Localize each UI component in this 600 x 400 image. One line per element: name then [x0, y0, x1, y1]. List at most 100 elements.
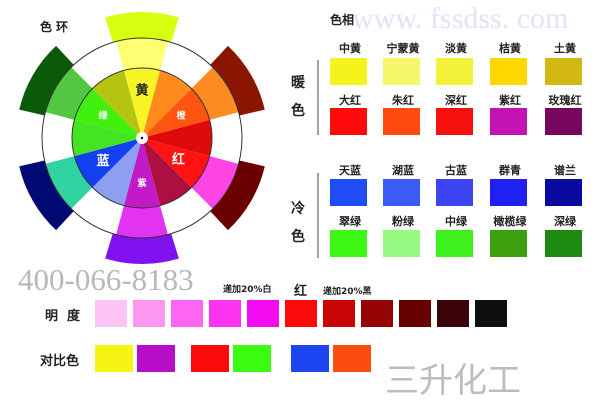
outer-petal: [19, 45, 74, 116]
hue-swatch: [383, 58, 420, 85]
hue-name: 中绿: [445, 215, 467, 228]
inner-ring: [71, 67, 213, 209]
cool-label-1: 冷: [291, 201, 305, 217]
brightness-swatch: [323, 300, 355, 327]
hue-swatch: [545, 108, 582, 135]
outer-petal: [210, 45, 265, 116]
warm-label-1: 暖: [291, 75, 305, 91]
inner-hue-slice: [74, 138, 142, 188]
inner-hue-slice: [92, 138, 142, 206]
hue-swatch: [330, 179, 367, 206]
inner-hue-slice: [142, 88, 210, 138]
wheel-label-purple: 紫: [137, 177, 146, 189]
hue-swatch: [436, 108, 473, 135]
white-note: 递加20%白: [223, 285, 272, 295]
hue-name: 谱兰: [554, 164, 576, 177]
brightness-swatch: [399, 300, 431, 327]
contrast-swatch: [95, 345, 133, 372]
hue-swatch: [330, 58, 367, 85]
black-note: 递加20%黑: [323, 287, 372, 297]
brightness-swatch: [361, 300, 393, 327]
inner-hue-slice: [72, 119, 142, 157]
hue-name: 古蓝: [445, 164, 467, 177]
inner-hue-slice: [74, 88, 142, 138]
inner-hue-slice: [142, 138, 192, 206]
hue-name: 橄榄绿: [493, 215, 527, 228]
inner-hue-slice: [123, 138, 161, 208]
inner-hue-slice: [92, 70, 142, 138]
inner-hue-slice: [142, 138, 210, 188]
inner-hue-slice: [142, 119, 213, 157]
inner-hue-slice: [142, 70, 192, 138]
warm-divider: [317, 60, 319, 135]
hue-swatch: [545, 58, 582, 85]
hue-swatch: [545, 230, 582, 257]
middle-petal: [116, 205, 168, 238]
hue-name: 玫瑰红: [548, 94, 582, 107]
cool-divider: [317, 173, 319, 258]
hue-swatch: [490, 58, 527, 85]
contrast-swatch: [137, 345, 175, 372]
company-watermark: 三升化工: [385, 361, 521, 400]
brightness-swatch: [171, 300, 203, 327]
hue-name: 深绿: [554, 215, 576, 228]
hue-swatch: [383, 230, 420, 257]
wheel-label-yellow: 黄: [135, 82, 148, 98]
hue-swatch: [436, 179, 473, 206]
middle-petal: [191, 156, 239, 209]
hue-swatch: [436, 58, 473, 85]
brightness-base: 红: [294, 284, 308, 299]
hue-name: 紫红: [499, 94, 521, 107]
brightness-swatch: [133, 300, 165, 327]
hue-swatch: [490, 179, 527, 206]
inner-hue-slice: [123, 68, 161, 138]
cool-label-2: 色: [291, 229, 305, 245]
hue-name: 大红: [339, 94, 361, 107]
hue-title: 色相: [330, 13, 355, 27]
hue-name: 朱红: [392, 94, 414, 107]
hue-swatch: [383, 179, 420, 206]
hue-name: 中黄: [339, 42, 361, 55]
color-wheel-title: 色环: [40, 20, 73, 34]
wheel-center-dot: [140, 136, 144, 140]
contrast-swatch: [333, 345, 371, 372]
hue-name: 深红: [445, 94, 467, 107]
outer-petal: [210, 160, 265, 231]
brightness-swatch: [285, 300, 317, 327]
middle-petal: [116, 38, 168, 71]
hue-name: 群青: [499, 164, 521, 177]
hue-swatch: [436, 230, 473, 257]
brightness-label: 明 度: [45, 309, 81, 324]
hue-name: 土黄: [554, 42, 576, 55]
hue-swatch: [545, 179, 582, 206]
warm-label-2: 色: [291, 103, 305, 119]
hue-swatch: [330, 108, 367, 135]
outer-petal: [105, 233, 179, 264]
hue-name: 淡黄: [445, 42, 467, 55]
phone-watermark: 400-066-8183: [18, 262, 194, 297]
site-watermark: www. fssdss. com: [352, 2, 569, 35]
wheel-label-blue: 蓝: [97, 153, 110, 169]
hue-swatch: [490, 108, 527, 135]
hue-name: 天蓝: [339, 164, 361, 177]
wheel-label-red: 红: [172, 151, 185, 167]
outer-petal: [19, 160, 74, 231]
contrast-swatch: [291, 345, 329, 372]
hue-name: 湖蓝: [392, 164, 414, 177]
middle-petal: [191, 67, 239, 120]
contrast-swatch: [233, 345, 271, 372]
outer-petal: [105, 11, 179, 43]
brightness-swatch: [209, 300, 241, 327]
hue-swatch: [330, 230, 367, 257]
brightness-swatch: [247, 300, 279, 327]
wheel-label-orange: 橙: [176, 110, 186, 122]
hue-name: 桔黄: [499, 42, 521, 55]
hue-name: 宁蒙黄: [386, 42, 420, 55]
brightness-swatch: [95, 300, 127, 327]
hue-swatch: [490, 230, 527, 257]
contrast-swatch: [191, 345, 229, 372]
outer-ring: [41, 37, 243, 239]
hue-name: 翠绿: [339, 215, 361, 228]
